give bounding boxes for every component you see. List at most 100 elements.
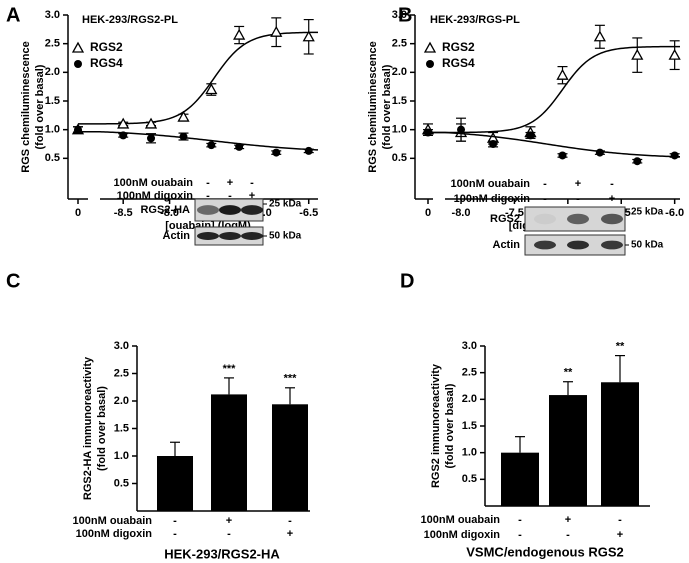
chart-title: HEK-293/RGS2-PL bbox=[82, 14, 178, 26]
treatment-sign: - bbox=[518, 529, 522, 541]
bar bbox=[501, 452, 539, 506]
treatment-sign: + bbox=[609, 193, 615, 205]
y-tick-label: 2.5 bbox=[114, 367, 129, 379]
treatment-sign: + bbox=[565, 514, 571, 526]
treatment-sign: + bbox=[226, 515, 232, 527]
blot-marker: 50 kDa bbox=[631, 240, 664, 251]
blot-band bbox=[219, 232, 241, 240]
y-tick-label: 1.0 bbox=[392, 124, 407, 136]
y-tick-label: 1.5 bbox=[45, 95, 60, 107]
treatment-label: 100nM ouabain bbox=[114, 177, 194, 189]
blot-marker: 50 kDa bbox=[269, 231, 302, 242]
blot-band bbox=[241, 205, 263, 215]
treatment-label: 100nM digoxin bbox=[454, 193, 531, 205]
bar bbox=[601, 382, 639, 506]
treatment-sign: + bbox=[617, 529, 623, 541]
treatment-sign: - bbox=[250, 177, 254, 189]
y-tick-label: 0.5 bbox=[45, 152, 60, 164]
treatment-sign: - bbox=[543, 178, 547, 190]
y-axis-label: RGS chemiluminescence bbox=[20, 41, 32, 172]
data-point bbox=[595, 148, 604, 157]
significance-label: *** bbox=[223, 363, 237, 375]
treatment-sign: - bbox=[288, 515, 292, 527]
fit-curve bbox=[78, 31, 319, 125]
data-point bbox=[556, 68, 569, 80]
y-tick-label: 3.0 bbox=[114, 340, 129, 352]
fit-curve bbox=[428, 45, 681, 134]
blot-band bbox=[567, 213, 589, 225]
x-tick-label: 0 bbox=[425, 207, 431, 219]
treatment-sign: + bbox=[287, 528, 293, 540]
blot-band bbox=[197, 205, 219, 215]
legend-marker bbox=[71, 41, 85, 53]
bar bbox=[157, 456, 193, 511]
significance-label: ** bbox=[616, 341, 625, 353]
data-point bbox=[593, 30, 606, 42]
y-tick-label: 3.0 bbox=[45, 9, 60, 21]
data-point bbox=[631, 48, 644, 60]
y-tick-label: 2.5 bbox=[392, 38, 407, 50]
y-axis-label: (fold over basal) bbox=[381, 64, 393, 149]
treatment-sign: - bbox=[227, 528, 231, 540]
treatment-sign: + bbox=[227, 177, 233, 189]
panel-label: B bbox=[398, 4, 412, 26]
fit-curve bbox=[428, 131, 681, 158]
control-point bbox=[74, 125, 82, 134]
blot-band bbox=[601, 240, 623, 250]
y-axis-label: (fold over basal) bbox=[96, 386, 108, 471]
legend-label: RGS2 bbox=[90, 40, 123, 54]
treatment-label: 100nM digoxin bbox=[424, 529, 501, 541]
y-tick-label: 2.0 bbox=[392, 66, 407, 78]
data-point bbox=[633, 157, 642, 166]
treatment-sign: - bbox=[518, 514, 522, 526]
x-tick-label: -8.0 bbox=[452, 207, 471, 219]
y-tick-label: 2.5 bbox=[45, 38, 60, 50]
data-point bbox=[147, 134, 156, 143]
panel-label: A bbox=[6, 4, 20, 26]
y-tick-label: 0.5 bbox=[392, 152, 407, 164]
treatment-sign: - bbox=[543, 193, 547, 205]
x-tick-label: -8.5 bbox=[114, 207, 133, 219]
y-tick-label: 0.5 bbox=[462, 473, 477, 485]
legend-label: RGS2 bbox=[442, 40, 475, 54]
y-tick-label: 2.0 bbox=[45, 66, 60, 78]
treatment-label: 100nM ouabain bbox=[73, 515, 153, 527]
bar bbox=[549, 395, 587, 506]
y-tick-label: 1.0 bbox=[45, 124, 60, 136]
y-tick-label: 2.0 bbox=[462, 393, 477, 405]
data-point bbox=[117, 117, 130, 129]
blot-band bbox=[534, 240, 556, 250]
treatment-sign: - bbox=[228, 190, 232, 202]
treatment-label: 100nM digoxin bbox=[117, 190, 194, 202]
treatment-sign: + bbox=[249, 190, 255, 202]
blot-band bbox=[567, 240, 589, 250]
y-tick-label: 1.5 bbox=[462, 420, 477, 432]
blot-band bbox=[197, 232, 219, 240]
legend-marker bbox=[423, 41, 437, 53]
data-point bbox=[302, 30, 315, 42]
x-axis-label: HEK-293/RGS2-HA bbox=[164, 546, 280, 561]
x-tick-label: -6.5 bbox=[299, 207, 318, 219]
y-tick-label: 0.5 bbox=[114, 477, 129, 489]
x-tick-label: -6.0 bbox=[665, 207, 684, 219]
y-axis-label: (fold over basal) bbox=[34, 64, 46, 149]
treatment-sign: - bbox=[610, 178, 614, 190]
blot-row-label: Actin bbox=[163, 230, 191, 242]
data-point bbox=[668, 48, 681, 60]
data-point bbox=[489, 140, 498, 148]
legend-marker bbox=[74, 60, 82, 68]
significance-label: ** bbox=[564, 367, 573, 379]
y-axis-label: RGS chemiluminescence bbox=[367, 41, 379, 172]
treatment-label: 100nM digoxin bbox=[76, 528, 153, 540]
treatment-sign: - bbox=[173, 515, 177, 527]
data-point bbox=[177, 110, 190, 122]
fit-curve bbox=[78, 131, 319, 151]
y-axis-label: (fold over basal) bbox=[444, 383, 456, 468]
x-tick-label: 0 bbox=[75, 207, 81, 219]
y-axis-label: RGS2-HA immunoreactivity bbox=[82, 356, 94, 500]
data-point bbox=[144, 117, 158, 129]
y-tick-label: 3.0 bbox=[462, 340, 477, 352]
data-point bbox=[558, 151, 567, 160]
x-tick-label: -7.5 bbox=[505, 207, 524, 219]
